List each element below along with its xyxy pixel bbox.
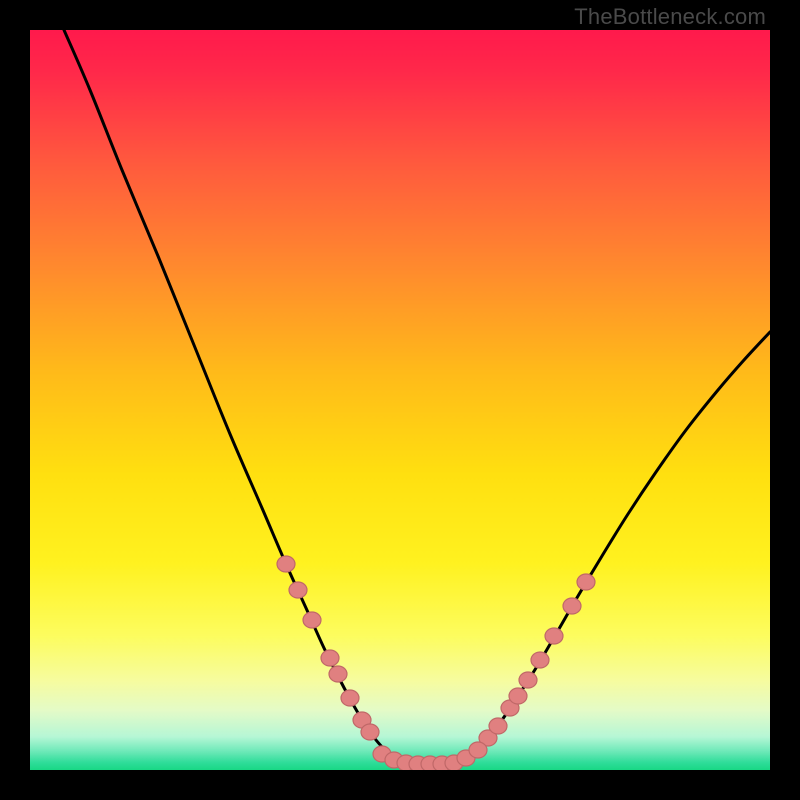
marker-bottom (469, 742, 487, 758)
marker-left (289, 582, 307, 598)
marker-left (321, 650, 339, 666)
curve-right (450, 332, 770, 764)
marker-right (545, 628, 563, 644)
plot-area (30, 30, 770, 770)
marker-right (519, 672, 537, 688)
marker-left (277, 556, 295, 572)
marker-right (563, 598, 581, 614)
marker-right (531, 652, 549, 668)
marker-right (509, 688, 527, 704)
marker-right (489, 718, 507, 734)
bottleneck-curve-chart (30, 30, 770, 770)
marker-left (341, 690, 359, 706)
marker-left (361, 724, 379, 740)
watermark-text: TheBottleneck.com (574, 4, 766, 30)
marker-left (303, 612, 321, 628)
marker-right (577, 574, 595, 590)
curve-left (64, 30, 410, 764)
marker-left (329, 666, 347, 682)
